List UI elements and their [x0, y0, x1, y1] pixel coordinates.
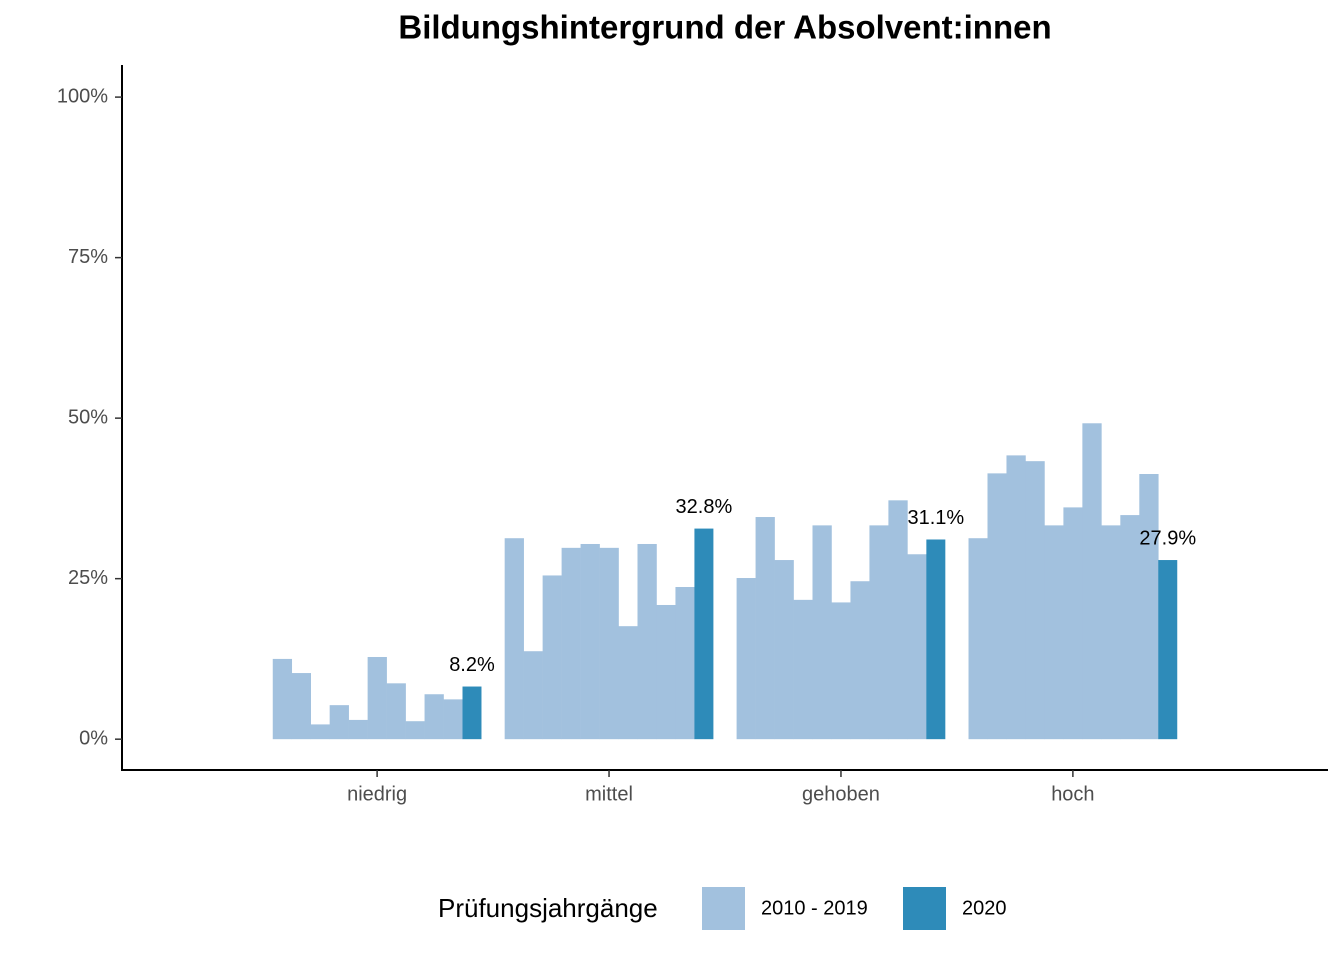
y-tick-label: 75%: [68, 246, 108, 268]
bar: [968, 538, 988, 740]
bar: [310, 724, 330, 740]
bar: [291, 673, 312, 740]
bar: [1025, 461, 1045, 740]
bar: [755, 517, 775, 740]
y-tick-label: 50%: [68, 406, 108, 428]
data-label: 31.1%: [907, 507, 964, 529]
y-tick-label: 0%: [79, 727, 108, 749]
bar: [1158, 560, 1178, 740]
bar: [926, 539, 946, 740]
legend-key: [702, 887, 745, 930]
bar: [694, 528, 714, 740]
bar: [812, 525, 832, 740]
bar: [793, 599, 813, 740]
legend-key: [903, 887, 946, 930]
bar: [542, 575, 562, 740]
x-tick-label: hoch: [1051, 783, 1094, 805]
y-tick-label: 25%: [68, 567, 108, 589]
bar: [329, 705, 349, 740]
bar: [1101, 525, 1121, 740]
bar: [869, 525, 889, 740]
bar: [907, 554, 927, 740]
bar: [850, 581, 870, 740]
bar: [1082, 423, 1102, 740]
bar: [656, 604, 676, 740]
y-tick-label: 100%: [57, 85, 108, 107]
bar: [348, 719, 368, 740]
chart-title: Bildungshintergrund der Absolvent:innen: [398, 9, 1051, 46]
bar: [618, 626, 638, 740]
bar: [774, 560, 794, 740]
bar: [1120, 515, 1140, 740]
bar: [599, 547, 619, 740]
bar: [386, 683, 406, 740]
x-tick-label: niedrig: [347, 783, 407, 805]
bar: [736, 578, 756, 740]
data-label: 8.2%: [449, 654, 495, 676]
data-label: 32.8%: [676, 496, 733, 518]
bar: [272, 658, 293, 740]
bar: [888, 500, 908, 740]
data-label: 27.9%: [1139, 527, 1196, 549]
bar: [1139, 474, 1159, 740]
bar: [1044, 525, 1064, 740]
bar: [443, 699, 463, 740]
bar: [1063, 507, 1083, 740]
bar: [367, 656, 387, 740]
bar: [580, 543, 600, 740]
bar: [424, 694, 444, 740]
x-tick-label: mittel: [585, 783, 633, 805]
legend-label: 2020: [962, 897, 1007, 919]
legend-title: Prüfungsjahrgänge: [438, 893, 658, 923]
x-tick-label: gehoben: [802, 783, 880, 805]
bar: [405, 721, 425, 740]
bar: [462, 686, 482, 740]
bar: [675, 587, 695, 740]
bar: [831, 602, 851, 740]
bar: [561, 547, 581, 740]
bar: [1006, 455, 1026, 740]
bar: [523, 651, 543, 740]
bar: [504, 538, 524, 740]
bar: [987, 473, 1007, 740]
bar: [637, 543, 657, 740]
legend-label: 2010 - 2019: [761, 897, 868, 919]
